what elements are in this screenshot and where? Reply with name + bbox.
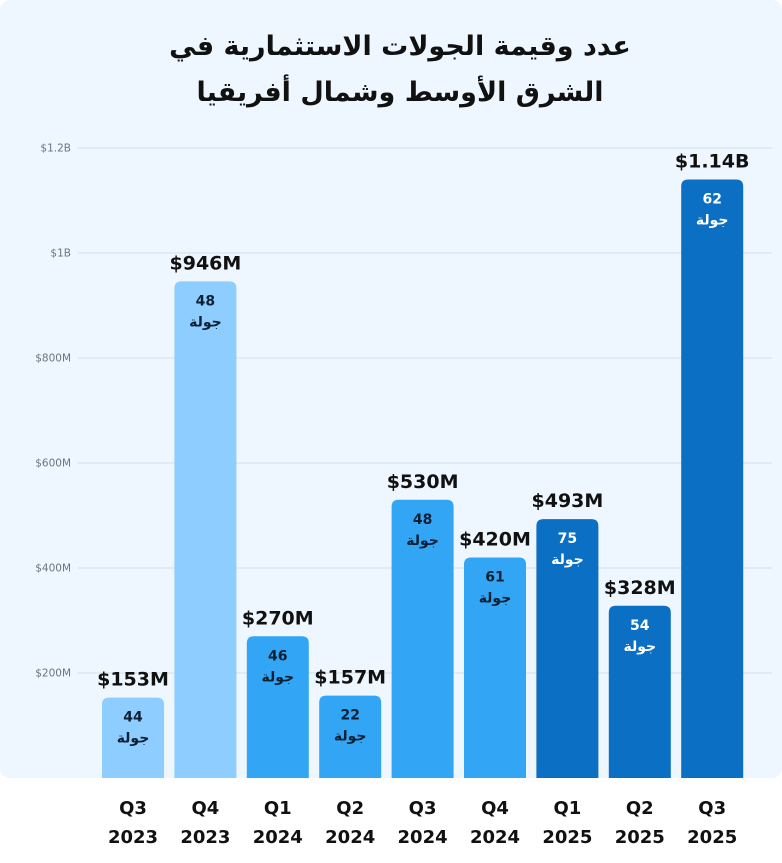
- y-tick-label: $600M: [35, 458, 71, 470]
- bar-rounds-count: 54: [630, 618, 650, 634]
- x-tick-year: 2024: [253, 827, 303, 848]
- y-tick-label: $1.2B: [40, 143, 71, 155]
- bar: [608, 605, 671, 778]
- x-tick-quarter: Q1: [553, 798, 581, 819]
- y-tick-label: $400M: [35, 563, 71, 575]
- bar-group: $493M 75 جولة: [532, 490, 604, 778]
- bar-rounds-count: 22: [340, 708, 359, 724]
- bar-rounds-word: جولة: [623, 639, 656, 655]
- bar-rounds-word: جولة: [696, 213, 729, 229]
- bar-rounds-word: جولة: [479, 591, 512, 607]
- chart-title-line2: الشرق الأوسط وشمال أفريقيا: [196, 74, 603, 108]
- bar-value-label: $157M: [314, 667, 386, 689]
- bar-rounds-count: 62: [702, 192, 721, 208]
- bar-rounds-word: جولة: [406, 533, 439, 549]
- bar-group: $420M 61 جولة: [459, 529, 531, 778]
- bar-group: $530M 48 جولة: [387, 471, 459, 778]
- bar-group: $157M 22 جولة: [314, 667, 386, 778]
- bar-rounds-count: 46: [268, 648, 287, 664]
- bar-value-label: $946M: [170, 252, 242, 274]
- bar-value-label: $328M: [604, 577, 676, 599]
- bar-value-label: $420M: [459, 529, 531, 551]
- x-tick-quarter: Q4: [481, 798, 509, 819]
- x-tick-year: 2024: [325, 827, 375, 848]
- bar-group: $328M 54 جولة: [604, 577, 676, 778]
- bar: [464, 557, 526, 778]
- x-tick-year: 2023: [180, 827, 230, 848]
- x-tick-year: 2025: [687, 827, 737, 848]
- bar-value-label: $270M: [242, 607, 314, 629]
- x-tick-quarter: Q4: [191, 798, 219, 819]
- y-tick-label: $800M: [35, 353, 71, 365]
- bar-rounds-word: جولة: [551, 552, 584, 568]
- bar: [536, 519, 599, 778]
- bar: [319, 695, 382, 778]
- bar-rounds-word: جولة: [334, 729, 367, 745]
- bar-value-label: $530M: [387, 471, 459, 493]
- bar-value-label: $493M: [532, 490, 604, 512]
- bar-rounds-word: جولة: [261, 669, 294, 685]
- x-tick-year: 2023: [108, 827, 158, 848]
- x-tick-quarter: Q2: [626, 798, 654, 819]
- bar: [102, 697, 164, 778]
- x-tick-year: 2025: [615, 827, 665, 848]
- x-tick-year: 2024: [398, 827, 448, 848]
- bar-rounds-count: 48: [196, 293, 215, 309]
- bar-value-label: $1.14B: [675, 151, 750, 173]
- x-axis: Q3 2023 Q4 2023 Q1 2024 Q2 2024 Q3 2024 Q4 2024 Q1 20…: [108, 798, 737, 848]
- x-tick-quarter: Q3: [698, 798, 726, 819]
- bar-group: $270M 46 جولة: [242, 607, 314, 778]
- x-tick-quarter: Q3: [119, 798, 147, 819]
- bars-layer: $153M 44 جولة $946M 48 جولة $270M 46 جولة $157M 22…: [97, 151, 750, 778]
- bar-rounds-word: جولة: [117, 731, 150, 747]
- bar-rounds-count: 61: [485, 570, 504, 586]
- bar-rounds-count: 44: [123, 710, 143, 726]
- y-tick-label: $1B: [50, 248, 71, 260]
- x-tick-year: 2024: [470, 827, 520, 848]
- bar: [681, 179, 744, 778]
- bar-rounds-word: جولة: [189, 314, 222, 330]
- bar: [391, 499, 454, 778]
- bar-group: $153M 44 جولة: [97, 669, 169, 778]
- x-tick-quarter: Q1: [264, 798, 292, 819]
- bar-rounds-count: 75: [558, 531, 577, 547]
- bar: [174, 281, 237, 778]
- chart-title-line1: عدد وقيمة الجولات الاستثمارية في: [169, 31, 631, 62]
- bar-group: $946M 48 جولة: [170, 252, 242, 778]
- bar-rounds-count: 48: [413, 512, 432, 528]
- x-tick-quarter: Q3: [409, 798, 437, 819]
- x-tick-year: 2025: [542, 827, 592, 848]
- bar-value-label: $153M: [97, 669, 169, 691]
- bar-group: $1.14B 62 جولة: [675, 151, 750, 778]
- bar: [246, 636, 309, 778]
- x-tick-quarter: Q2: [336, 798, 364, 819]
- y-tick-label: $200M: [35, 668, 71, 680]
